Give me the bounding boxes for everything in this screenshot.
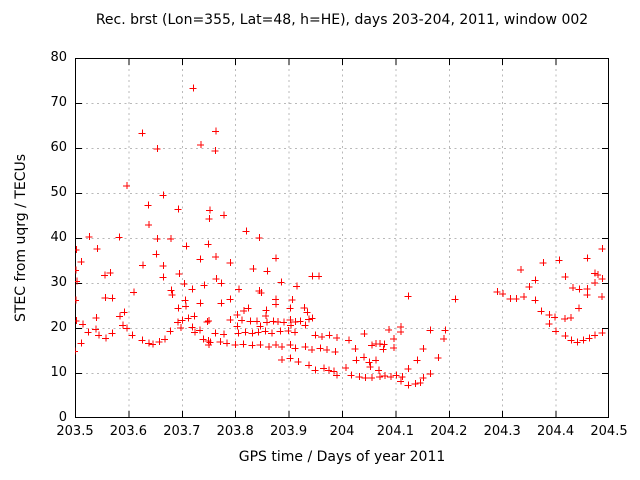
y-tick-label: 80 [50, 50, 67, 65]
x-tick-label: 204.3 [483, 424, 521, 439]
x-tick-label: 204.2 [430, 424, 468, 439]
y-tick-label: 50 [50, 185, 67, 200]
y-tick-label: 10 [50, 365, 67, 380]
x-tick-label: 204.1 [376, 424, 414, 439]
y-tick-label: 0 [58, 410, 67, 425]
x-axis-label: GPS time / Days of year 2011 [238, 449, 446, 465]
scatter-points [75, 84, 606, 389]
y-tick-label: 70 [50, 95, 67, 110]
x-tick-label: 203.6 [109, 424, 147, 439]
x-tick-label: 204.4 [536, 424, 575, 439]
x-tick-label: 203.8 [216, 424, 254, 439]
chart-title: Rec. brst (Lon=355, Lat=48, h=HE), days … [95, 12, 589, 28]
x-tick-label: 204.5 [590, 424, 628, 439]
plot-frame [75, 58, 609, 418]
y-tick-label: 40 [50, 230, 67, 245]
x-tick-label: 203.7 [163, 424, 201, 439]
plot-svg [75, 58, 609, 418]
x-tick-label: 203.5 [56, 424, 94, 439]
x-tick-label: 203.9 [269, 424, 308, 439]
y-tick-label: 60 [50, 140, 67, 155]
y-tick-label: 30 [50, 275, 67, 290]
x-tick-label: 204 [329, 424, 355, 439]
plot-area [75, 58, 609, 418]
y-tick-label: 20 [50, 320, 67, 335]
